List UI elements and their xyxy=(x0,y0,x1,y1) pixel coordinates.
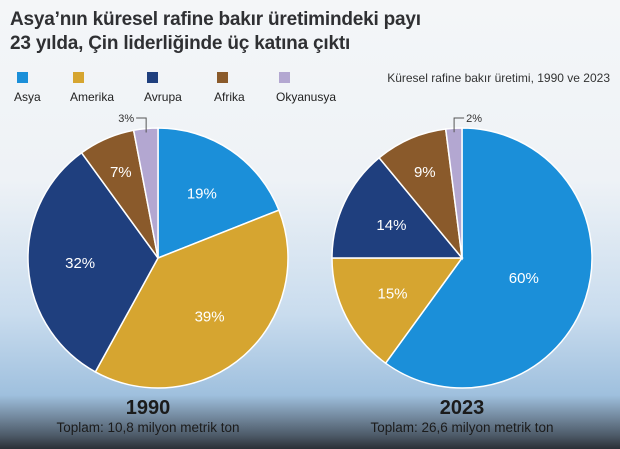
legend-swatch-asya xyxy=(17,72,28,83)
total-label-2023: Toplam: 26,6 milyon metrik ton xyxy=(370,420,553,435)
legend-item-afrika: Afrika xyxy=(214,72,245,104)
legend-item-asya: Asya xyxy=(14,72,41,104)
pie-chart-2023: 60% 15% 14% 9% 2% xyxy=(331,113,593,389)
slice-label-2023-asya: 60% xyxy=(509,270,539,287)
pie-slice-2023-avrupa xyxy=(331,156,464,259)
slice-label-2023-amerika: 15% xyxy=(377,285,407,302)
legend-swatch-okyanusya xyxy=(279,72,290,83)
legend-label-avrupa: Avrupa xyxy=(144,90,182,104)
pie-slice-1990-asya xyxy=(157,127,280,260)
slice-label-2023-afrika: 9% xyxy=(414,164,436,181)
pie-slice-2023-asya xyxy=(384,127,593,389)
legend: Asya Amerika Avrupa Afrika Okyanusya xyxy=(14,72,374,106)
year-label-1990: 1990 xyxy=(126,397,171,419)
year-label-2023: 2023 xyxy=(440,397,485,419)
legend-label-amerika: Amerika xyxy=(70,90,115,104)
leader-line-1990-okyanusya xyxy=(136,117,147,133)
total-label-1990: Toplam: 10,8 milyon metrik ton xyxy=(56,420,239,435)
slice-label-1990-amerika: 39% xyxy=(195,309,225,326)
pie-slice-1990-amerika xyxy=(94,209,289,389)
slice-label-1990-avrupa: 32% xyxy=(65,255,95,272)
slice-label-1990-asya: 19% xyxy=(187,185,217,202)
pie-slice-1990-avrupa xyxy=(27,151,159,373)
legend-item-okyanusya: Okyanusya xyxy=(276,72,336,104)
legend-label-asya: Asya xyxy=(14,90,41,104)
slice-label-1990-okyanusya: 3% xyxy=(118,113,134,125)
legend-item-avrupa: Avrupa xyxy=(144,72,182,104)
chart-subtitle: Küresel rafine bakır üretimi, 1990 ve 20… xyxy=(387,71,610,85)
legend-swatch-afrika xyxy=(217,72,228,83)
pie-chart-1990: 19% 39% 32% 7% 3% xyxy=(27,113,289,389)
legend-swatch-amerika xyxy=(73,72,84,83)
legend-label-afrika: Afrika xyxy=(214,90,245,104)
legend-item-amerika: Amerika xyxy=(70,72,114,104)
slice-label-1990-afrika: 7% xyxy=(110,164,132,181)
slice-label-2023-avrupa: 14% xyxy=(376,217,406,234)
chart-title: Asya’nın küresel rafine bakır üretiminde… xyxy=(10,9,421,54)
slice-label-2023-okyanusya: 2% xyxy=(466,113,482,125)
legend-swatch-avrupa xyxy=(147,72,158,83)
leader-line-2023-okyanusya xyxy=(453,117,465,133)
legend-label-okyanusya: Okyanusya xyxy=(276,90,337,104)
pie-slice-2023-amerika xyxy=(331,257,464,365)
